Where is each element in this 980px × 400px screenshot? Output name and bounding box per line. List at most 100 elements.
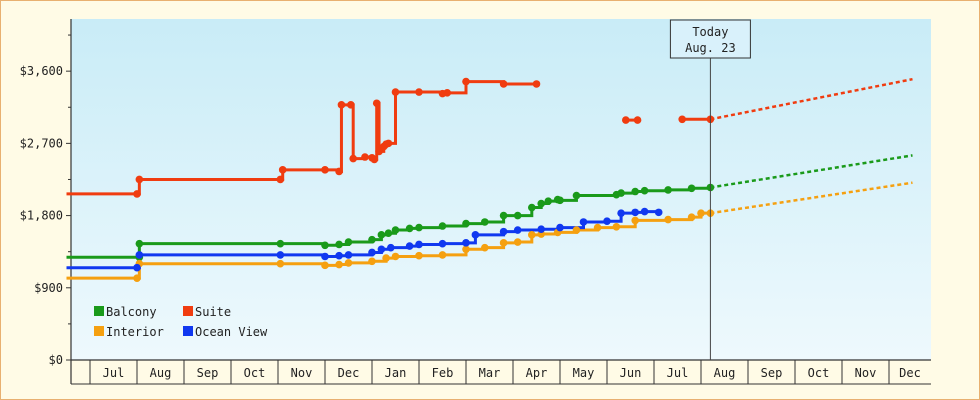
balcony-point: [664, 186, 672, 194]
interior-point: [513, 238, 522, 246]
x-tick-label: Nov: [855, 366, 877, 380]
legend-label-interior: Interior: [106, 325, 164, 339]
x-tick-label: May: [573, 366, 595, 380]
balcony-point: [687, 184, 696, 193]
balcony-point: [528, 203, 536, 212]
suite-point: [391, 88, 400, 96]
y-tick-label: $0: [49, 353, 63, 367]
today-label: Today: [692, 25, 728, 39]
x-tick-label: Jun: [620, 366, 642, 380]
interior-point: [612, 223, 621, 231]
balcony-point: [631, 187, 639, 196]
ocean-view-point: [499, 227, 508, 236]
ocean-view-point: [133, 263, 141, 272]
balcony-line: [66, 186, 712, 259]
plot-background: [71, 19, 931, 360]
suite-point: [372, 99, 381, 108]
suite-point: [415, 88, 423, 96]
x-tick-label: Dec: [338, 366, 360, 380]
today-date: Aug. 23: [685, 41, 736, 55]
interior-point: [687, 213, 696, 221]
x-tick-label: Apr: [526, 366, 548, 380]
suite-point: [276, 175, 285, 184]
suite-point: [361, 153, 369, 161]
x-tick-label: Dec: [899, 366, 921, 380]
interior-point: [133, 274, 141, 282]
balcony-point: [640, 186, 649, 195]
ocean-view-point: [276, 251, 285, 259]
suite-point: [462, 77, 470, 86]
ocean-view-point: [640, 207, 649, 216]
balcony-point: [513, 211, 522, 220]
suite-point: [443, 89, 452, 97]
x-tick-label: Mar: [479, 366, 501, 380]
x-tick-label: Jul: [667, 366, 689, 380]
ocean-view-point: [344, 251, 353, 259]
suite-point: [278, 166, 287, 174]
legend-swatch-interior: [94, 326, 104, 336]
ocean-view-point: [462, 239, 470, 247]
balcony-point: [344, 238, 353, 246]
interior-point: [344, 259, 353, 267]
balcony-point: [544, 197, 553, 205]
x-tick-label: Oct: [244, 366, 266, 380]
x-tick-label: Jan: [385, 366, 407, 380]
y-tick-label: $1,800: [20, 209, 63, 223]
interior-forecast-line: [710, 181, 913, 215]
balcony-point: [384, 229, 393, 238]
x-tick-label: Aug: [714, 366, 736, 380]
suite-point: [499, 80, 508, 88]
ocean-view-point: [415, 240, 423, 249]
suite-point: [321, 166, 329, 174]
ocean-view-point: [579, 218, 588, 226]
balcony-point: [617, 189, 625, 197]
balcony-point: [537, 199, 545, 208]
today-label-box: [669, 19, 751, 59]
y-tick-label: $2,700: [20, 136, 63, 150]
interior-point: [321, 261, 329, 270]
balcony-forecast-line: [710, 154, 913, 189]
interior-point: [335, 260, 343, 269]
ocean-view-point: [513, 226, 522, 234]
ocean-view-point: [377, 245, 386, 254]
x-tick-label: Oct: [808, 366, 830, 380]
legend-label-suite: Suite: [195, 305, 231, 319]
balcony-point: [438, 222, 447, 230]
interior-point: [664, 215, 672, 224]
legend-label-ocean-view: Ocean View: [195, 325, 268, 339]
balcony-point: [572, 191, 581, 200]
ocean-view-point: [321, 252, 329, 261]
ocean-view-point: [471, 231, 480, 239]
suite-point: [633, 116, 642, 124]
legend-swatch-ocean-view: [183, 326, 193, 336]
balcony-point: [391, 226, 400, 234]
interior-point: [697, 209, 705, 217]
suite-point: [384, 139, 393, 148]
suite-point: [135, 175, 144, 184]
suite-point: [622, 116, 630, 124]
ocean-view-point: [654, 208, 663, 217]
balcony-point: [415, 223, 423, 232]
balcony-point: [405, 224, 414, 233]
balcony-point: [556, 196, 564, 205]
suite-point: [375, 147, 383, 156]
balcony-point: [481, 218, 489, 226]
suite-point: [337, 101, 346, 109]
x-tick-label: Sep: [761, 366, 783, 380]
ocean-view-point: [438, 239, 447, 248]
legend-swatch-suite: [183, 306, 193, 316]
interior-point: [462, 245, 470, 254]
balcony-point: [462, 219, 470, 228]
interior-point: [438, 251, 447, 259]
interior-point: [368, 257, 376, 266]
suite-point: [335, 167, 343, 176]
interior-point: [415, 251, 423, 260]
suite-point: [133, 190, 141, 198]
interior-point: [572, 226, 581, 234]
balcony-point: [321, 241, 329, 250]
interior-point: [391, 252, 400, 261]
suite-point: [370, 155, 379, 164]
ocean-view-point: [405, 242, 414, 250]
suite-point: [532, 80, 541, 88]
